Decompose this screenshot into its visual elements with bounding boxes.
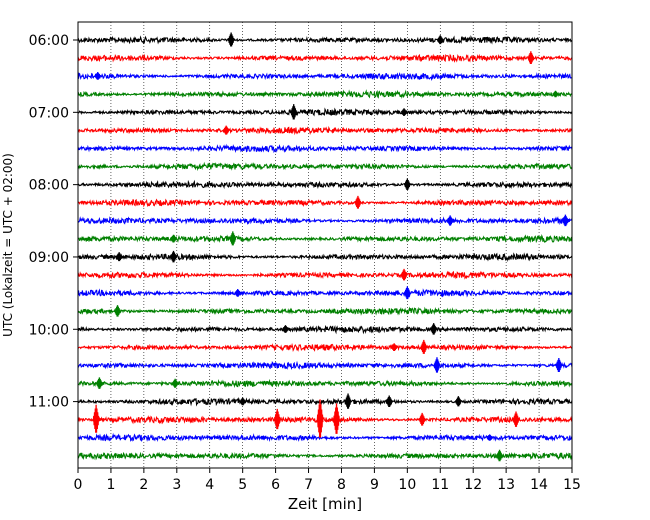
trace-row	[77, 35, 573, 45]
event-spike	[403, 178, 411, 191]
trace-row	[77, 451, 573, 461]
plot-frame	[77, 21, 573, 469]
event-spike	[290, 104, 298, 120]
trace-row	[77, 161, 573, 172]
trace-row	[77, 89, 573, 100]
trace-row	[77, 53, 573, 63]
x-tick-label: 1	[106, 477, 115, 493]
y-tick-label: 06:00	[29, 33, 69, 49]
event-spike	[486, 434, 494, 441]
trace-row	[77, 415, 573, 425]
event-spike	[496, 449, 503, 462]
trace-row	[77, 216, 573, 226]
event-spike	[234, 289, 242, 297]
trace-row	[77, 107, 573, 117]
x-tick-label: 8	[337, 477, 346, 493]
event-spike	[114, 305, 121, 317]
trace-row	[77, 143, 573, 154]
x-tick-label: 11	[431, 477, 449, 493]
event-spike	[171, 378, 179, 388]
y-tick-label: 09:00	[29, 250, 69, 266]
trace-row	[77, 125, 573, 136]
event-spike	[239, 397, 247, 406]
event-spike	[354, 195, 362, 209]
event-spike	[229, 231, 237, 246]
x-tick-label: 3	[172, 477, 181, 493]
event-spike	[527, 51, 535, 65]
trace-row	[77, 252, 573, 262]
event-spike	[418, 412, 426, 426]
x-tick-label: 10	[398, 477, 416, 493]
trace-row	[77, 198, 573, 208]
event-spike	[344, 393, 352, 409]
event-spike	[430, 323, 438, 335]
y-tick-label: 07:00	[29, 105, 69, 121]
x-tick-label: 5	[238, 477, 247, 493]
event-spike	[436, 35, 444, 45]
trace-row	[77, 324, 573, 335]
y-tick-label: 08:00	[29, 178, 69, 194]
trace-row	[77, 234, 573, 244]
x-tick-label: 0	[74, 477, 83, 493]
event-spike	[512, 411, 520, 427]
x-tick-label: 7	[304, 477, 313, 493]
seismic-events	[92, 32, 569, 462]
event-spike	[92, 404, 100, 433]
event-spike	[400, 108, 408, 116]
x-tick-label: 15	[563, 477, 581, 493]
trace-row	[77, 360, 573, 371]
trace-row	[77, 378, 573, 389]
x-tick-label: 2	[139, 477, 148, 493]
event-spike	[222, 125, 230, 135]
seismic-traces	[77, 35, 573, 461]
x-tick-label: 14	[530, 477, 548, 493]
trace-row	[77, 270, 573, 280]
x-tick-label: 4	[205, 477, 214, 493]
event-spike	[333, 403, 340, 434]
event-spike	[94, 72, 102, 80]
event-spike	[227, 32, 235, 47]
trace-row	[77, 432, 573, 443]
x-axis-label: Zeit [min]	[288, 495, 362, 513]
y-tick-label: 11:00	[29, 395, 69, 411]
event-spike	[446, 215, 454, 226]
event-spike	[552, 90, 559, 98]
event-spike	[390, 343, 398, 351]
trace-row	[77, 396, 573, 407]
event-spike	[454, 396, 462, 407]
x-tick-label: 6	[271, 477, 280, 493]
x-tick-label: 9	[370, 477, 379, 493]
event-spike	[433, 357, 441, 373]
trace-row	[77, 288, 573, 298]
event-spike	[385, 395, 393, 407]
event-spike	[562, 214, 569, 227]
event-spike	[282, 325, 289, 333]
y-tick-label: 10:00	[29, 322, 69, 338]
trace-row	[77, 72, 573, 82]
trace-row	[77, 342, 573, 352]
event-spike	[555, 357, 563, 372]
trace-row	[77, 179, 573, 190]
y-axis-label: UTC (Lokalzeit = UTC + 02:00)	[1, 153, 15, 337]
event-spike	[170, 234, 177, 243]
trace-row	[77, 306, 573, 316]
axis-ticks: 0 1 2 3 4 5 6 7 8 9 10 11 12 13 14 1506:0007:0008:0009:…	[29, 33, 581, 493]
event-spike	[95, 377, 103, 389]
event-spike	[316, 399, 324, 438]
event-spike	[403, 286, 411, 300]
event-spike	[170, 250, 177, 263]
event-spike	[115, 252, 123, 262]
event-spike	[273, 408, 281, 430]
x-tick-label: 13	[497, 477, 515, 493]
x-tick-label: 12	[464, 477, 482, 493]
event-spike	[420, 339, 428, 354]
vertical-grid	[110, 22, 540, 468]
event-spike	[400, 268, 408, 281]
